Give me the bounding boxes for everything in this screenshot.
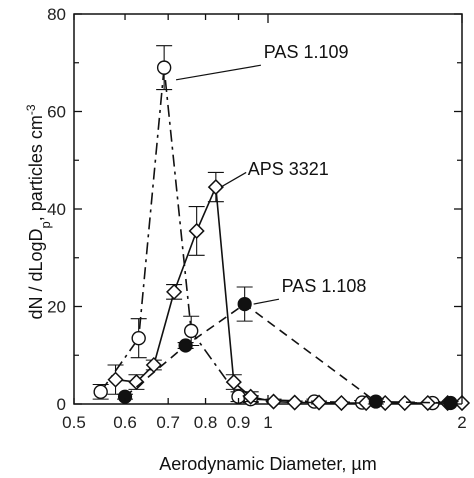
- annotation-leader: [175, 64, 262, 81]
- annotation-label: PAS 1.109: [264, 42, 349, 62]
- x-tick-label: 1: [263, 413, 272, 432]
- data-point: [286, 394, 303, 411]
- data-point: [107, 371, 124, 388]
- data-point: [265, 393, 282, 410]
- y-axis-title: dN / dLogDp, particles cm-3: [24, 104, 53, 319]
- annotation-leader: [220, 171, 247, 188]
- data-point: [237, 296, 252, 312]
- data-point: [178, 338, 193, 353]
- data-point: [166, 283, 183, 300]
- annotation-layer: PAS 1.109 APS 3321 PAS 1.108: [175, 42, 367, 305]
- x-tick-label: 0.6: [113, 413, 137, 432]
- data-point: [242, 388, 259, 405]
- series-pas-1-108: [117, 286, 459, 411]
- annotation-leader: [253, 298, 280, 305]
- data-point: [396, 394, 413, 412]
- series-layer: [92, 45, 471, 412]
- y-tick-label: 80: [47, 5, 66, 24]
- x-tick-label: 0.7: [156, 413, 180, 432]
- axes: [73, 13, 463, 405]
- data-point: [188, 222, 205, 239]
- data-point: [156, 60, 172, 75]
- data-point: [225, 374, 242, 391]
- y-tick-label: 0: [57, 395, 66, 414]
- data-point: [207, 179, 224, 196]
- plot-frame: [73, 13, 463, 405]
- data-point: [443, 395, 458, 411]
- series-line: [124, 303, 451, 404]
- data-point: [93, 384, 108, 400]
- x-tick-label: 0.5: [62, 413, 86, 432]
- data-point: [310, 394, 328, 411]
- annotation-label: APS 3321: [248, 159, 329, 179]
- y-tick-label: 40: [47, 200, 66, 219]
- data-point: [183, 323, 199, 339]
- y-tick-label: 20: [47, 298, 66, 317]
- data-point: [131, 330, 146, 346]
- series-line: [100, 67, 433, 404]
- data-point: [368, 394, 383, 409]
- data-point: [333, 394, 350, 412]
- x-axis-title: Aerodynamic Diameter, µm: [159, 454, 376, 474]
- annotation-label: PAS 1.108: [282, 276, 367, 296]
- data-point: [128, 374, 145, 391]
- x-tick-label: 0.8: [194, 413, 218, 432]
- x-tick-label: 0.9: [227, 413, 251, 432]
- x-tick-label: 2: [457, 413, 466, 432]
- series-pas-1-109: [92, 45, 441, 411]
- y-tick-label: 60: [47, 103, 66, 122]
